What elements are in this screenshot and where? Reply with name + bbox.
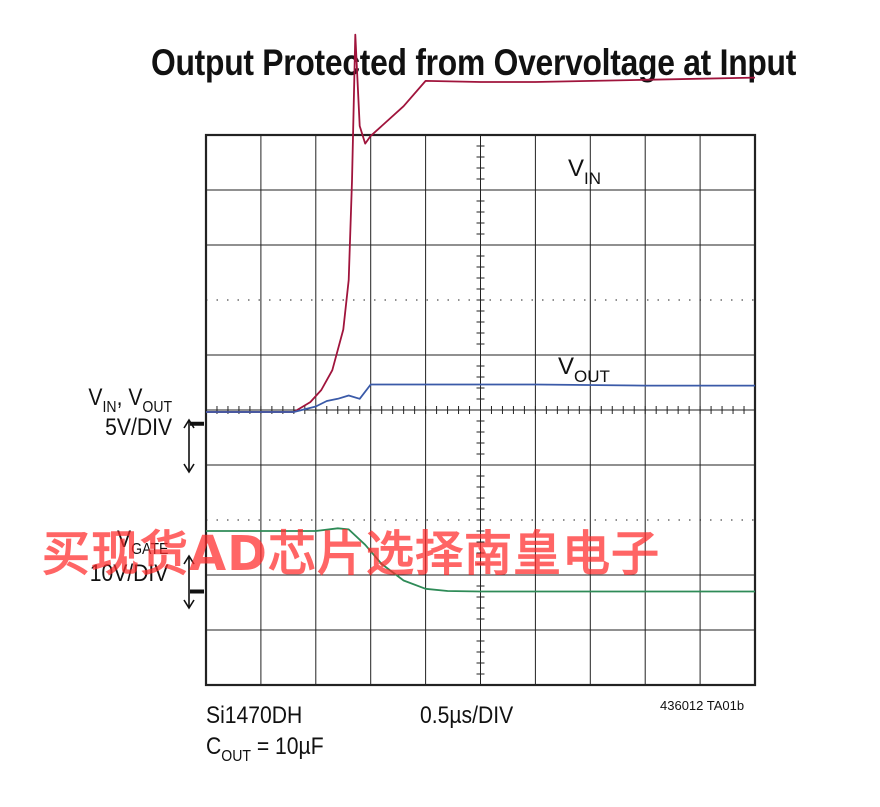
- vin-vout-label: VIN, VOUT: [88, 384, 172, 416]
- vgate-scale-label: 10V/DIV: [89, 560, 168, 587]
- time-per-div-label: 0.5µs/DIV: [420, 702, 514, 729]
- vgate-label: VGATE: [116, 526, 168, 558]
- figure-code-label: 436012 TA01b: [660, 698, 745, 713]
- ground-markers: [183, 418, 204, 610]
- trace-vin: [206, 33, 756, 413]
- part-number-label: Si1470DH: [206, 702, 303, 729]
- cout-label: COUT = 10µF: [206, 733, 324, 765]
- scale-arrowhead: [183, 599, 195, 610]
- trace-label-vout: VOUT: [558, 353, 610, 386]
- ground-marker: [190, 589, 204, 594]
- plot-grid: [204, 133, 757, 687]
- vin-trace-label: VIN: [568, 155, 601, 188]
- watermark-text: 买现货AD芯片选择南皇电子: [42, 526, 660, 582]
- vin-vout-scale-label: 5V/DIV: [105, 414, 172, 441]
- chart-title: Output Protected from Overvoltage at Inp…: [150, 42, 797, 83]
- plot-traces: [206, 33, 756, 593]
- scale-arrowhead: [183, 554, 195, 565]
- ground-marker: [190, 421, 204, 426]
- vout-trace-label: VOUT: [558, 353, 610, 386]
- trace-vgate: [206, 527, 755, 593]
- trace-vout: [206, 383, 755, 413]
- scale-arrowhead: [183, 418, 195, 429]
- scale-arrowhead: [183, 463, 195, 474]
- trace-label-vin: VIN: [568, 155, 601, 188]
